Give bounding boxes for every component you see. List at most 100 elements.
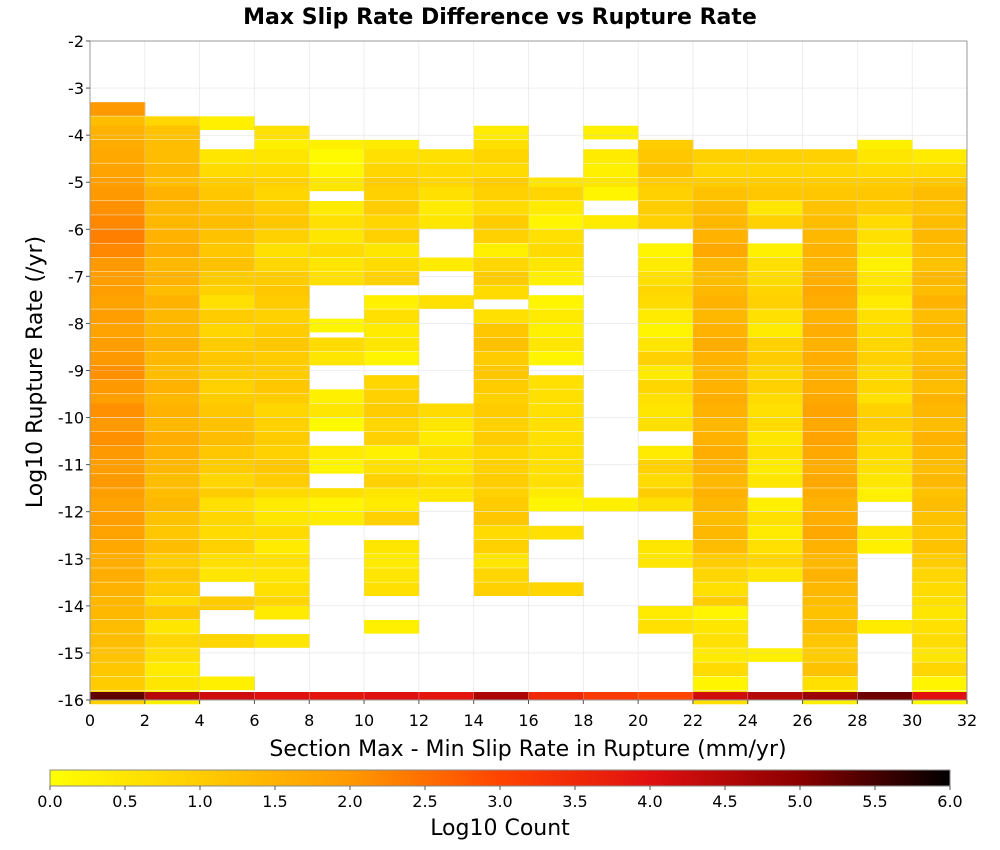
heatmap-cell bbox=[90, 102, 146, 116]
y-tick-label: -12 bbox=[58, 503, 84, 522]
heatmap-cell bbox=[254, 125, 310, 140]
heatmap-cell bbox=[473, 431, 529, 446]
heatmap-cell bbox=[638, 379, 694, 394]
heatmap-cell-bottom bbox=[528, 692, 584, 700]
heatmap-cell bbox=[473, 568, 529, 582]
heatmap-cell bbox=[692, 271, 749, 286]
heatmap-cell bbox=[418, 445, 475, 460]
heatmap-cell bbox=[528, 201, 584, 215]
heatmap-cell bbox=[364, 474, 420, 488]
heatmap-cell bbox=[692, 445, 749, 460]
heatmap-cell bbox=[418, 295, 475, 309]
heatmap-cell bbox=[692, 365, 749, 380]
heatmap-cell-bottom bbox=[418, 692, 475, 700]
heatmap-cell bbox=[90, 511, 146, 526]
heatmap-cell bbox=[802, 445, 858, 460]
heatmap-cell bbox=[254, 403, 310, 418]
heatmap-cell bbox=[254, 257, 310, 272]
x-tick-label: 20 bbox=[628, 711, 648, 730]
heatmap-cell bbox=[528, 323, 584, 338]
heatmap-cell bbox=[144, 539, 201, 554]
heatmap-cell bbox=[747, 351, 804, 366]
heatmap-cell bbox=[364, 375, 420, 389]
heatmap-cell bbox=[144, 309, 201, 323]
heatmap-cell bbox=[473, 309, 529, 323]
heatmap-cell bbox=[199, 554, 255, 568]
heatmap-cell bbox=[90, 243, 146, 258]
heatmap-cell-bottom bbox=[802, 692, 858, 700]
heatmap-cell bbox=[364, 511, 420, 526]
heatmap-cell bbox=[364, 337, 420, 352]
heatmap-cell bbox=[583, 125, 639, 140]
heatmap-cell bbox=[364, 445, 420, 460]
heatmap-cell bbox=[144, 163, 201, 178]
heatmap-cell bbox=[90, 676, 146, 691]
heatmap-cell bbox=[473, 497, 529, 512]
heatmap-cell bbox=[473, 459, 529, 474]
heatmap-cell bbox=[857, 379, 913, 394]
heatmap-cell bbox=[144, 619, 201, 634]
heatmap-cell bbox=[857, 337, 913, 352]
heatmap-cell bbox=[90, 634, 146, 648]
heatmap-cell bbox=[692, 323, 749, 338]
heatmap-cell bbox=[199, 568, 255, 582]
heatmap-cell bbox=[144, 648, 201, 662]
colorbar-tick-label: 3.0 bbox=[487, 792, 512, 811]
heatmap-cell bbox=[418, 474, 475, 488]
heatmap-cell bbox=[857, 619, 913, 634]
heatmap-cell bbox=[692, 511, 749, 526]
heatmap-cell bbox=[90, 403, 146, 418]
heatmap-cell bbox=[638, 337, 694, 352]
heatmap-cell bbox=[912, 149, 968, 163]
heatmap-cell bbox=[90, 295, 146, 309]
heatmap-cell bbox=[418, 257, 475, 272]
heatmap-cell bbox=[802, 309, 858, 323]
heatmap-cell bbox=[692, 257, 749, 272]
heatmap-cell bbox=[638, 445, 694, 460]
heatmap-cell bbox=[364, 323, 420, 338]
heatmap-cell bbox=[692, 417, 749, 432]
heatmap-cell bbox=[473, 539, 529, 554]
heatmap-cell bbox=[364, 497, 420, 512]
heatmap-cell bbox=[144, 676, 201, 691]
heatmap-cell bbox=[638, 497, 694, 512]
heatmap-cell bbox=[912, 648, 968, 662]
heatmap-cell bbox=[857, 257, 913, 272]
heatmap-cell bbox=[90, 309, 146, 323]
heatmap-cell bbox=[528, 186, 584, 201]
heatmap-cell bbox=[418, 201, 475, 215]
heatmap-cell-bottom bbox=[473, 692, 529, 700]
heatmap-cell bbox=[309, 445, 365, 460]
heatmap-cell bbox=[309, 149, 365, 163]
heatmap-cell bbox=[418, 403, 475, 418]
y-tick-label: -9 bbox=[68, 362, 84, 381]
heatmap-cell bbox=[418, 488, 475, 502]
heatmap-cell bbox=[802, 676, 858, 691]
heatmap-cell bbox=[747, 474, 804, 488]
heatmap-cell bbox=[90, 149, 146, 163]
heatmap-cell bbox=[364, 582, 420, 597]
heatmap-cell bbox=[90, 431, 146, 446]
heatmap-cell bbox=[90, 229, 146, 243]
heatmap-cell bbox=[254, 379, 310, 394]
y-tick-label: -6 bbox=[68, 220, 84, 239]
heatmap-cell-bottom bbox=[144, 692, 201, 700]
heatmap-cell bbox=[802, 648, 858, 662]
heatmap-cell bbox=[144, 459, 201, 474]
heatmap-cell bbox=[364, 309, 420, 323]
heatmap-cell bbox=[912, 186, 968, 201]
heatmap-cell bbox=[254, 582, 310, 597]
heatmap-cell bbox=[747, 431, 804, 446]
heatmap-cell bbox=[309, 229, 365, 243]
heatmap-cell bbox=[802, 379, 858, 394]
heatmap-cell bbox=[747, 511, 804, 526]
heatmap-cell bbox=[692, 351, 749, 366]
colorbar-tick-label: 2.5 bbox=[412, 792, 437, 811]
heatmap-cell bbox=[802, 554, 858, 568]
heatmap-cell bbox=[418, 459, 475, 474]
heatmap-cell bbox=[802, 431, 858, 446]
heatmap-cell bbox=[638, 201, 694, 215]
heatmap-cell bbox=[912, 163, 968, 178]
heatmap-cell bbox=[802, 605, 858, 620]
heatmap-cell bbox=[364, 271, 420, 286]
